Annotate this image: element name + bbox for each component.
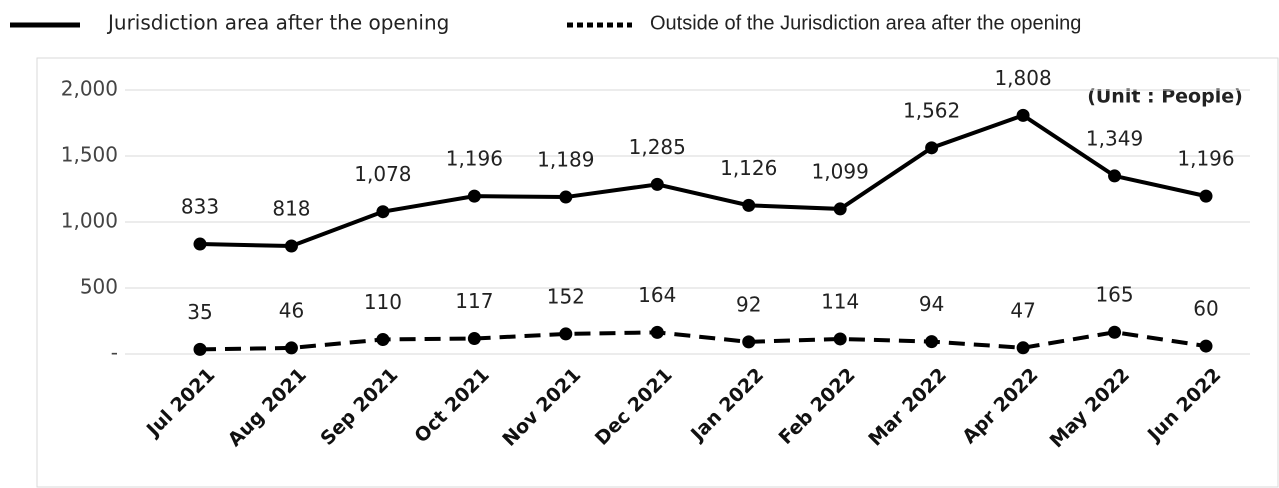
- data-point: [1199, 189, 1213, 203]
- data-label: 117: [455, 289, 493, 313]
- data-label: 1,196: [1177, 147, 1234, 171]
- plot-frame: [36, 57, 1279, 488]
- data-point: [1016, 341, 1030, 355]
- x-tick-label: Jul 2021: [141, 364, 219, 442]
- y-tick-label: 1,000: [61, 209, 118, 233]
- data-label: 92: [736, 292, 761, 316]
- data-point: [742, 335, 756, 349]
- data-label: 94: [919, 292, 944, 316]
- data-label: 152: [547, 284, 585, 308]
- data-point: [925, 141, 939, 155]
- data-point: [284, 341, 298, 355]
- x-tick-label: Nov 2021: [498, 364, 585, 451]
- data-point: [376, 205, 390, 219]
- data-point: [193, 342, 207, 356]
- series-line: [199, 330, 1207, 352]
- unit-annotation: (Unit : People): [1087, 86, 1243, 108]
- data-point: [1108, 325, 1122, 339]
- data-point: [833, 332, 847, 346]
- data-label: 110: [364, 290, 402, 314]
- data-label: 35: [187, 300, 212, 324]
- data-label: 47: [1010, 298, 1035, 322]
- data-point: [1108, 169, 1122, 183]
- legend-label: Jurisdiction area after the opening: [106, 11, 449, 35]
- data-point: [193, 237, 207, 251]
- x-tick-label: Sep 2021: [316, 364, 402, 450]
- data-label: 165: [1095, 283, 1133, 307]
- data-label: 60: [1193, 297, 1218, 321]
- legend-label: Outside of the Jurisdiction area after t…: [650, 12, 1081, 34]
- x-tick-label: Oct 2021: [410, 364, 493, 447]
- x-tick-label: Feb 2022: [775, 364, 860, 449]
- data-point: [650, 325, 664, 339]
- data-label: 818: [272, 197, 310, 221]
- data-point: [742, 198, 756, 212]
- data-label: 114: [821, 289, 859, 313]
- data-point: [1016, 108, 1030, 122]
- data-point: [559, 190, 573, 204]
- data-point: [1199, 339, 1213, 353]
- data-point: [376, 332, 390, 346]
- y-tick-label: 1,500: [61, 143, 118, 167]
- data-label: 1,196: [446, 147, 503, 171]
- data-point: [284, 239, 298, 253]
- data-point: [559, 327, 573, 341]
- data-point: [467, 189, 481, 203]
- data-label: 1,078: [354, 162, 411, 186]
- x-tick-label: May 2022: [1046, 364, 1134, 452]
- data-point: [467, 332, 481, 346]
- data-point: [925, 335, 939, 349]
- x-tick-label: Apr 2022: [958, 364, 1042, 448]
- y-tick-label: 2,000: [61, 77, 118, 101]
- x-tick-label: Aug 2021: [224, 364, 311, 451]
- data-label: 1,562: [903, 98, 960, 122]
- data-label: 1,189: [537, 148, 594, 172]
- data-label: 1,349: [1086, 126, 1143, 150]
- data-label: 1,099: [812, 159, 869, 183]
- data-label: 46: [279, 298, 304, 322]
- data-label: 164: [638, 283, 676, 307]
- data-point: [650, 177, 664, 191]
- data-label: 833: [181, 195, 219, 219]
- data-label: 1,808: [994, 66, 1051, 90]
- series-line: [199, 113, 1207, 249]
- data-point: [833, 202, 847, 216]
- x-tick-label: Dec 2021: [591, 364, 677, 450]
- x-tick-label: Jan 2022: [685, 364, 768, 447]
- y-tick-label: 500: [80, 275, 118, 299]
- data-label: 1,285: [629, 135, 686, 159]
- data-label: 1,126: [720, 156, 777, 180]
- x-tick-label: Jun 2022: [1142, 364, 1225, 447]
- y-tick-label: -: [111, 341, 118, 365]
- x-tick-label: Mar 2022: [864, 364, 951, 451]
